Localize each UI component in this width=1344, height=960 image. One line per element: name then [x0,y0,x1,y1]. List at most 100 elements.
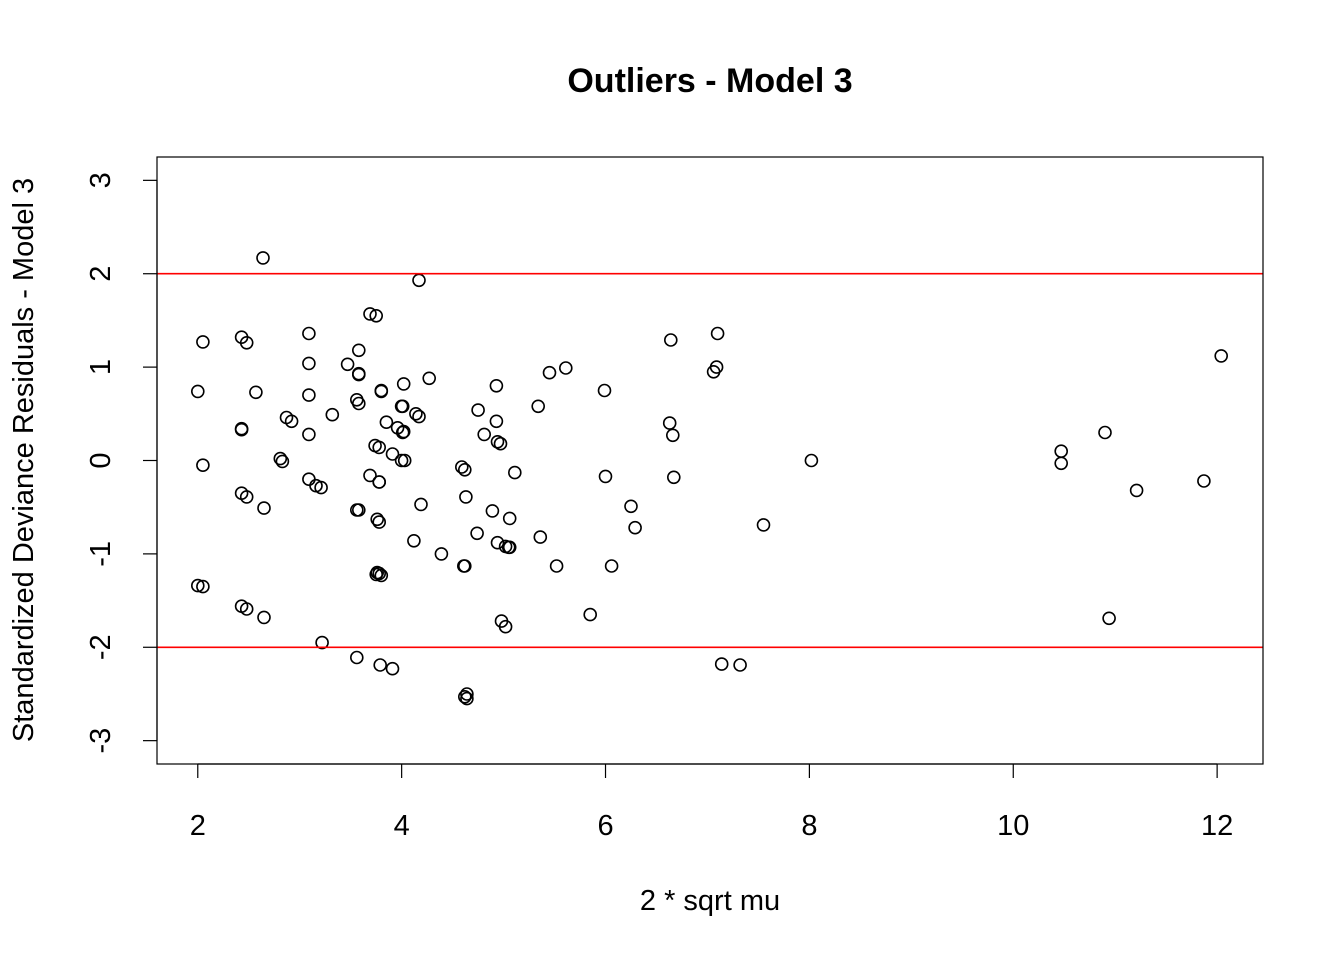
data-point [663,333,678,347]
data-point [714,657,729,671]
data-point [351,343,366,358]
chart-title: Outliers - Model 3 [567,62,852,100]
data-point [490,535,505,550]
data-point [372,475,387,489]
data-point [396,377,411,391]
data-point [733,658,747,672]
data-point [804,453,819,468]
data-point [477,427,492,442]
data-point [372,440,387,455]
data-point [257,610,271,625]
plot-frame [156,156,1264,765]
data-point [407,533,421,548]
data-point [363,307,377,321]
data-point [379,415,394,430]
data-point [196,458,210,473]
data-point [1214,349,1228,363]
data-point [239,335,254,350]
data-point [385,661,400,676]
reference-lines [157,272,1263,649]
y-tick-label: -2 [85,634,117,660]
data-point [302,356,316,371]
data-point [409,406,423,421]
data-point [239,602,254,616]
x-axis-label: 2 * sqrt mu [640,885,780,917]
data-point [351,503,366,517]
y-axis-label: Standardized Deviance Residuals - Model … [8,178,40,742]
data-point [191,384,205,399]
data-point [604,559,619,573]
data-point [533,530,548,544]
data-point [239,490,254,504]
data-point [395,425,410,440]
data-point [302,427,316,442]
data-point [370,512,385,527]
data-point [302,388,316,402]
data-point [314,480,328,495]
data-point [454,460,469,474]
data-point [1054,444,1068,459]
data-point [531,399,546,414]
data-point [460,691,474,706]
y-axis: -3 -2 -1 0 1 2 3 [85,172,158,754]
data-point [374,568,389,583]
data-point [470,526,484,541]
data-point [374,384,389,399]
data-point [256,251,270,265]
data-point [315,635,329,650]
data-point [414,497,428,512]
data-point [275,454,290,469]
data-point [373,658,388,672]
y-tick-label: 0 [85,452,117,468]
data-point [1197,474,1211,488]
data-point [284,414,299,429]
data-point [1098,425,1112,440]
data-point [490,434,505,449]
data-point [396,424,411,439]
data-point [369,308,384,323]
data-point [1129,483,1144,498]
data-point [394,453,409,468]
data-point [302,472,316,487]
data-point [471,403,485,417]
data-point [489,414,504,429]
data-point [597,383,612,398]
data-point [234,422,249,437]
data-point [1102,611,1116,626]
data-point [457,559,472,573]
data-points [191,251,1228,706]
data-point [666,470,681,485]
x-tick-label: 12 [1201,810,1233,842]
data-point [459,490,473,504]
data-point [558,361,573,375]
data-point [340,357,355,372]
data-point [665,428,680,443]
data-point [422,371,437,386]
data-point [249,385,263,400]
data-point [460,687,474,701]
data-point [273,451,288,466]
x-tick-label: 8 [801,810,817,842]
data-point [457,462,472,477]
data-point [662,416,677,430]
data-point [502,511,517,526]
x-tick-label: 6 [597,810,613,842]
x-tick-label: 2 [190,810,206,842]
data-point [457,689,472,704]
data-point [191,578,205,593]
y-tick-label: -1 [85,541,117,567]
y-tick-label: 1 [85,359,117,375]
data-point [485,504,500,518]
data-point [434,547,449,561]
y-tick-label: 2 [85,266,117,282]
data-point [325,407,340,422]
data-point [628,520,642,535]
data-point [363,468,377,483]
data-point [372,566,387,581]
data-point [349,650,364,665]
data-point [624,499,638,514]
data-point [351,367,366,382]
data-point [710,326,725,341]
data-point [412,409,426,424]
